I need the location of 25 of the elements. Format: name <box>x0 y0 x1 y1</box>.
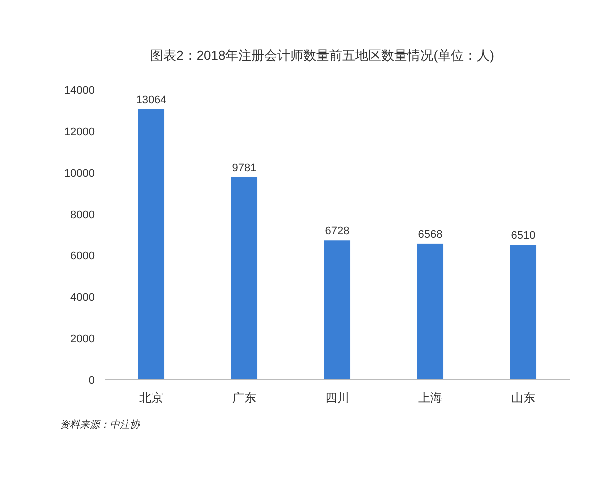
bar <box>510 245 537 380</box>
data-label: 9781 <box>232 162 257 174</box>
y-tick-label: 12000 <box>64 126 95 138</box>
bar <box>231 177 258 380</box>
x-tick-label: 北京 <box>140 391 164 405</box>
x-tick-label: 上海 <box>418 391 442 405</box>
data-label: 6568 <box>418 228 443 241</box>
bar <box>138 109 165 380</box>
data-label: 6728 <box>325 226 350 238</box>
text: 资料来源：中注协 <box>60 419 141 431</box>
x-tick-label: 山东 <box>512 391 536 405</box>
y-tick-label: 8000 <box>70 209 95 222</box>
chart-title: 图表2：2018年注册会计师数量前五地区数量情况(单位：人) <box>150 48 494 63</box>
data-label: 6510 <box>511 230 536 242</box>
x-tick-label: 广东 <box>232 391 256 405</box>
y-tick-label: 6000 <box>70 250 95 263</box>
y-tick-label: 10000 <box>64 168 95 180</box>
bar <box>324 240 351 380</box>
y-tick-label: 14000 <box>64 85 95 97</box>
data-label: 13064 <box>136 94 167 106</box>
y-tick-label: 4000 <box>70 292 95 304</box>
bar <box>417 244 444 380</box>
y-tick-label: 0 <box>88 375 95 387</box>
x-tick-label: 四川 <box>326 391 350 405</box>
y-tick-label: 2000 <box>70 334 95 346</box>
